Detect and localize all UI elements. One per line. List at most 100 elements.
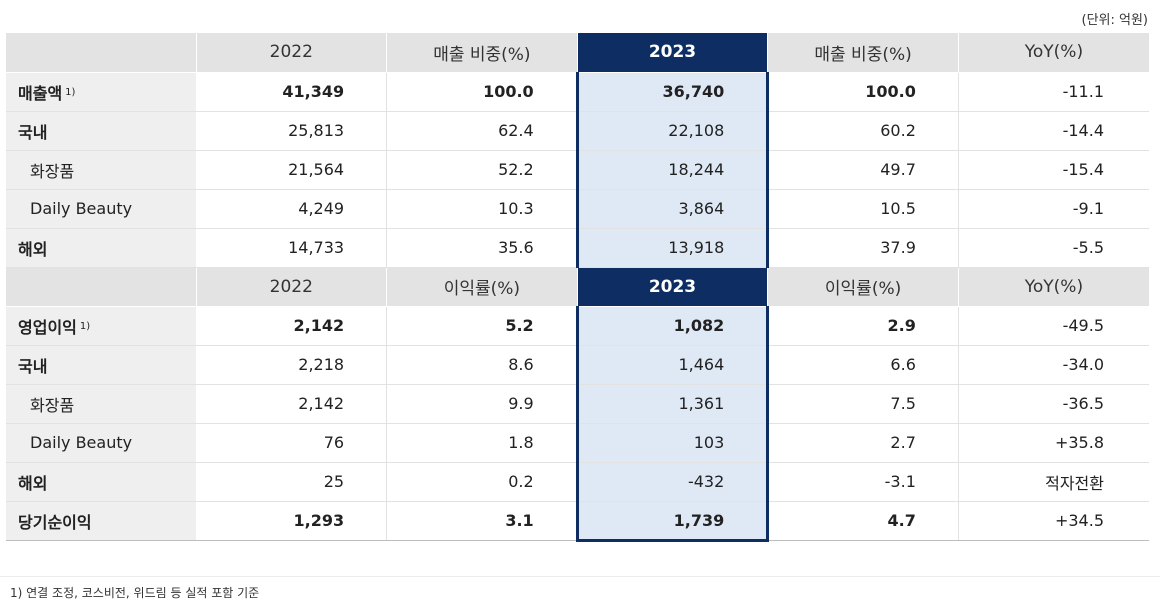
table-row: 국내 25,813 62.4 22,108 60.2 -14.4 xyxy=(6,111,1149,151)
table-cell: -3.1 xyxy=(767,462,959,502)
row-label-text: 해외 xyxy=(18,473,48,493)
row-label-text: 당기순이익 xyxy=(18,512,92,532)
table-cell: 62.4 xyxy=(386,111,578,151)
cell-2023: 1,361 xyxy=(575,384,770,424)
table-cell: 2.7 xyxy=(767,423,959,463)
table-cell: +35.8 xyxy=(958,423,1149,463)
row-label: 영업이익 1) xyxy=(6,306,197,346)
cell-2023: 1,739 xyxy=(575,501,770,542)
cell-2023: 13,918 xyxy=(575,228,770,268)
footnote-divider xyxy=(0,576,1160,577)
table-cell: 1.8 xyxy=(386,423,578,463)
row-label: 국내 xyxy=(6,111,197,151)
cell-2023: 1,082 xyxy=(575,306,770,346)
table-cell: -9.1 xyxy=(958,189,1149,229)
row-label-text: 해외 xyxy=(18,239,48,259)
table-row: Daily Beauty 4,249 10.3 3,864 10.5 -9.1 xyxy=(6,189,1149,229)
column-header: YoY(%) xyxy=(958,33,1149,73)
table-cell: 2,142 xyxy=(196,384,388,424)
table-row: 당기순이익 1,293 3.1 1,739 4.7 +34.5 xyxy=(6,501,1149,542)
table-cell: -34.0 xyxy=(958,345,1149,385)
row-label-text: Daily Beauty xyxy=(30,199,133,218)
profit-header-row: 2022 이익률(%) 2023 이익률(%) YoY(%) xyxy=(6,267,1149,307)
table-cell: 25 xyxy=(196,462,388,502)
table-cell: 37.9 xyxy=(767,228,959,268)
row-label: 당기순이익 xyxy=(6,501,197,541)
column-header: 매출 비중(%) xyxy=(767,33,959,73)
row-label-text: 화장품 xyxy=(30,161,75,181)
financial-table: 2022 매출 비중(%) 2023 매출 비중(%) YoY(%) 매출액 1) 41,34… xyxy=(6,33,1149,542)
row-label-text: Daily Beauty xyxy=(30,433,133,452)
table-cell: 52.2 xyxy=(386,150,578,190)
table-cell: 3.1 xyxy=(386,501,578,541)
cell-2023: 3,864 xyxy=(575,189,770,229)
table-cell: 41,349 xyxy=(196,72,388,112)
row-label: 매출액 1) xyxy=(6,72,197,112)
table-cell: 100.0 xyxy=(767,72,959,112)
row-label-text: 화장품 xyxy=(30,395,75,415)
column-header: 매출 비중(%) xyxy=(386,33,578,73)
table-row: 화장품 2,142 9.9 1,361 7.5 -36.5 xyxy=(6,384,1149,424)
row-label-text: 매출액 xyxy=(18,83,63,103)
table-cell: 10.5 xyxy=(767,189,959,229)
table-cell: -15.4 xyxy=(958,150,1149,190)
unit-note: (단위: 억원) xyxy=(1081,13,1149,28)
table-cell: 7.5 xyxy=(767,384,959,424)
cell-2023: 1,464 xyxy=(575,345,770,385)
row-label: 화장품 xyxy=(6,150,197,190)
table-cell: 76 xyxy=(196,423,388,463)
row-label-text: 국내 xyxy=(18,122,48,142)
column-header: 이익률(%) xyxy=(767,267,959,307)
table-cell: 35.6 xyxy=(386,228,578,268)
table-row: Daily Beauty 76 1.8 103 2.7 +35.8 xyxy=(6,423,1149,463)
header-2023: 2023 xyxy=(577,267,769,307)
table-row: 해외 25 0.2 -432 -3.1 적자전환 xyxy=(6,462,1149,502)
column-header: YoY(%) xyxy=(958,267,1149,307)
table-cell: 4.7 xyxy=(767,501,959,541)
table-cell: 9.9 xyxy=(386,384,578,424)
table-row: 영업이익 1) 2,142 5.2 1,082 2.9 -49.5 xyxy=(6,306,1149,346)
row-label: 국내 xyxy=(6,345,197,385)
cell-2023: 103 xyxy=(575,423,770,463)
table-cell: 1,293 xyxy=(196,501,388,541)
cell-2023: -432 xyxy=(575,462,770,502)
table-cell: -5.5 xyxy=(958,228,1149,268)
row-label: 해외 xyxy=(6,462,197,502)
cell-2023: 22,108 xyxy=(575,111,770,151)
table-cell: 2.9 xyxy=(767,306,959,346)
column-header: 이익률(%) xyxy=(386,267,578,307)
column-header: 2022 xyxy=(196,33,388,73)
row-label-text: 영업이익 xyxy=(18,317,77,337)
table-cell: 0.2 xyxy=(386,462,578,502)
header-corner xyxy=(6,33,197,73)
table-cell: 25,813 xyxy=(196,111,388,151)
table-cell: 100.0 xyxy=(386,72,578,112)
row-label: Daily Beauty xyxy=(6,423,197,463)
row-label-text: 국내 xyxy=(18,356,48,376)
table-cell: -14.4 xyxy=(958,111,1149,151)
cell-2023: 36,740 xyxy=(575,72,770,112)
table-cell: 49.7 xyxy=(767,150,959,190)
table-cell: 4,249 xyxy=(196,189,388,229)
header-corner xyxy=(6,267,197,307)
column-header: 2022 xyxy=(196,267,388,307)
table-cell: -11.1 xyxy=(958,72,1149,112)
row-label: Daily Beauty xyxy=(6,189,197,229)
table-row: 국내 2,218 8.6 1,464 6.6 -34.0 xyxy=(6,345,1149,385)
sales-header-row: 2022 매출 비중(%) 2023 매출 비중(%) YoY(%) xyxy=(6,33,1149,73)
footnote: 1) 연결 조정, 코스비전, 위드림 등 실적 포함 기준 xyxy=(10,586,260,600)
table-cell: 2,218 xyxy=(196,345,388,385)
table-row: 매출액 1) 41,349 100.0 36,740 100.0 -11.1 xyxy=(6,72,1149,112)
footnote-marker: 1) xyxy=(65,86,76,98)
table-cell: -36.5 xyxy=(958,384,1149,424)
table-row: 해외 14,733 35.6 13,918 37.9 -5.5 xyxy=(6,228,1149,268)
table-cell: 8.6 xyxy=(386,345,578,385)
footnote-marker: 1) xyxy=(79,320,91,332)
row-label: 화장품 xyxy=(6,384,197,424)
table-cell: 5.2 xyxy=(386,306,578,346)
table-cell: 2,142 xyxy=(196,306,388,346)
table-cell: 60.2 xyxy=(767,111,959,151)
header-2023: 2023 xyxy=(577,33,769,73)
cell-2023: 18,244 xyxy=(575,150,770,190)
row-label: 해외 xyxy=(6,228,197,268)
